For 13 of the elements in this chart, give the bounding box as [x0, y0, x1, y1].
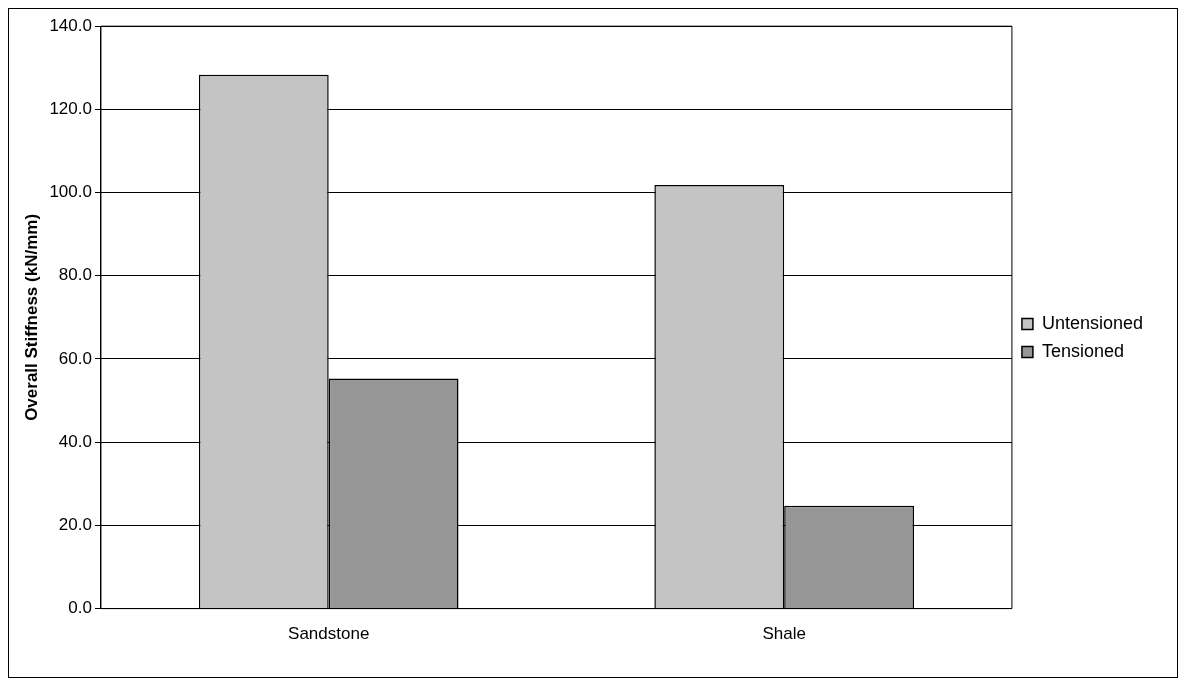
y-tick-label: 120.0 — [49, 99, 92, 119]
legend-label: Tensioned — [1041, 340, 1124, 361]
x-tick-label: Shale — [762, 624, 806, 644]
legend-label: Untensioned — [1041, 312, 1143, 333]
y-tick-label: 0.0 — [68, 598, 92, 618]
y-tick-label: 20.0 — [58, 515, 92, 535]
y-tick-label: 60.0 — [58, 348, 92, 368]
y-tick-label: 100.0 — [49, 182, 92, 202]
x-tick-label: Sandstone — [288, 624, 370, 644]
y-axis-title: Overall Stiffness (kN/mm) — [21, 213, 41, 421]
y-tick-label: 140.0 — [49, 15, 92, 35]
y-tick-label: 40.0 — [58, 431, 92, 451]
y-tick-label: 80.0 — [58, 265, 92, 285]
